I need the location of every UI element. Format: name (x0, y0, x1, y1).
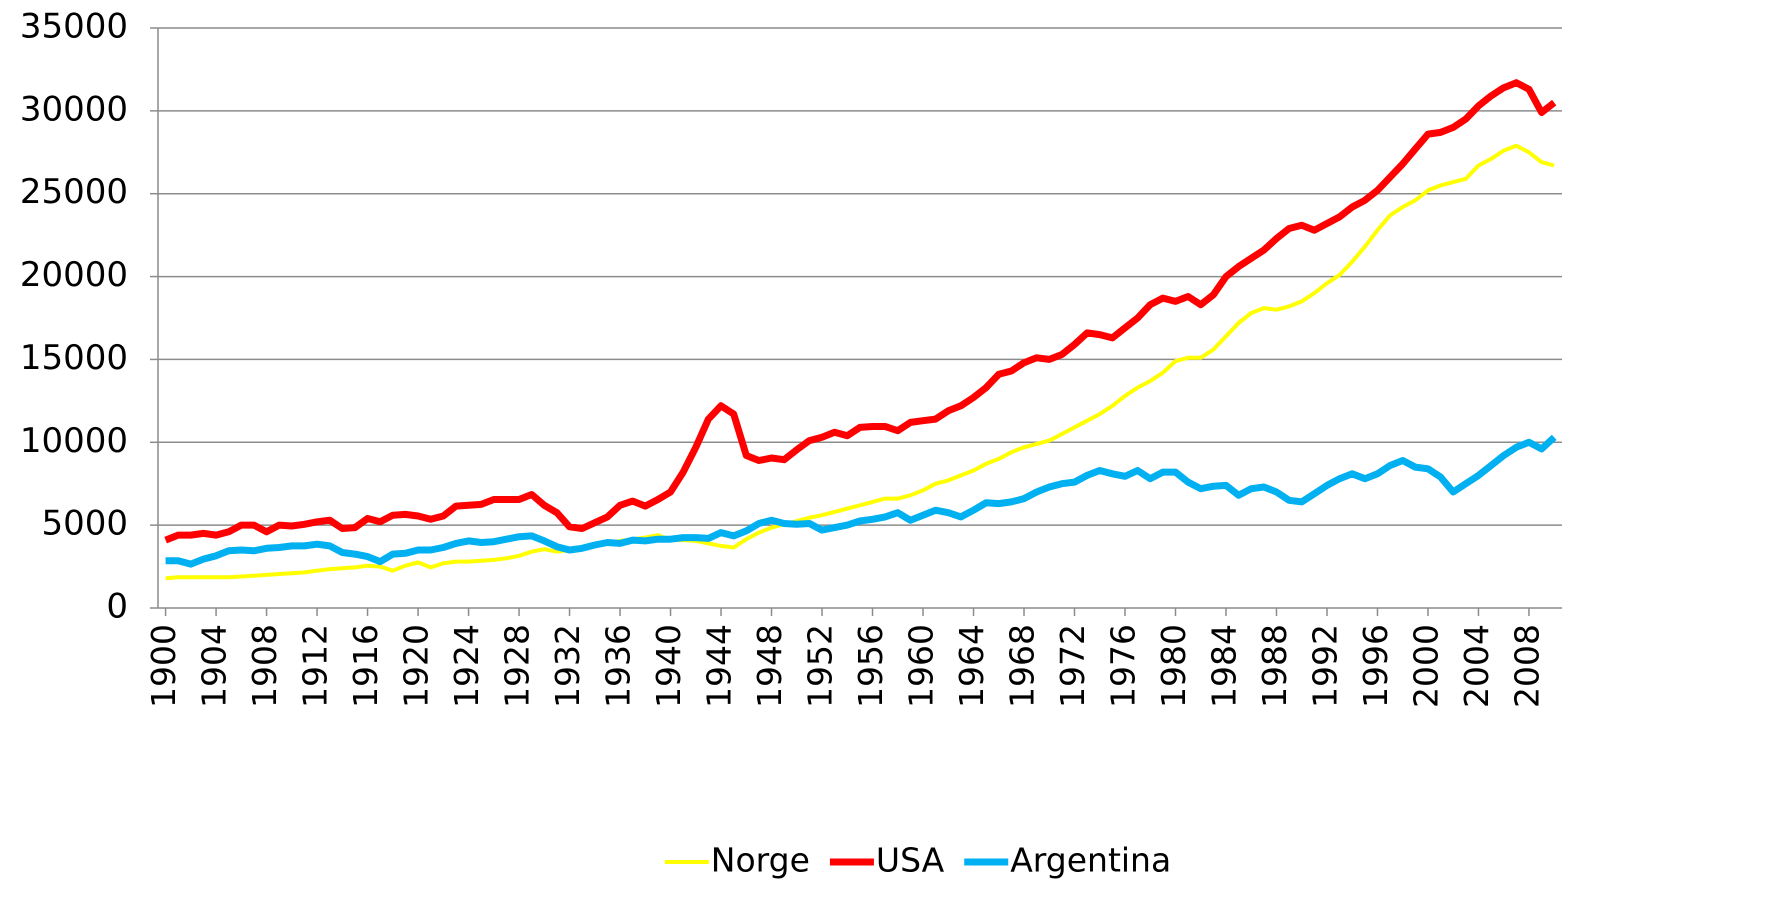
x-tick-label: 1980 (1154, 624, 1193, 708)
x-tick-label: 1992 (1305, 624, 1344, 708)
legend-label: Norge (711, 841, 810, 880)
y-tick-label: 30000 (20, 89, 128, 129)
series-line (164, 79, 1557, 544)
x-tick-label: 1924 (447, 624, 486, 708)
x-tick-label: 1964 (952, 624, 991, 708)
legend-item: Norge (664, 841, 810, 880)
x-tick-label: 1972 (1053, 624, 1092, 708)
x-tick-label: 1940 (649, 624, 688, 708)
x-tick-label: 1912 (296, 624, 335, 708)
legend-label: Argentina (1010, 841, 1171, 880)
x-tick-label: 1988 (1255, 624, 1294, 708)
x-tick-label: 1952 (801, 624, 840, 708)
legend-item: USA (829, 841, 945, 880)
x-tick-label: 1928 (498, 624, 537, 708)
y-tick-label: 15000 (20, 338, 128, 378)
x-tick-label: 2000 (1406, 624, 1445, 708)
x-tick-label: 1908 (245, 624, 284, 708)
x-tick-label: 1984 (1204, 624, 1243, 708)
y-tick-label: 5000 (41, 504, 128, 544)
x-tick-label: 1904 (195, 624, 234, 708)
x-tick-label: 1936 (599, 624, 638, 708)
y-tick-label: 35000 (20, 7, 128, 47)
y-tick-label: 10000 (20, 421, 128, 461)
series-line (165, 143, 1555, 581)
x-tick-label: 1956 (851, 624, 890, 708)
x-tick-label: 2008 (1507, 624, 1546, 708)
x-tick-label: 1968 (1003, 624, 1042, 708)
x-tick-label: 1976 (1103, 624, 1142, 708)
y-tick-label: 25000 (20, 172, 128, 212)
legend-item: Argentina (964, 841, 1171, 880)
series-line (165, 434, 1557, 568)
x-tick-label: 2004 (1457, 624, 1496, 708)
y-tick-label: 0 (106, 587, 128, 627)
x-tick-label: 1960 (902, 624, 941, 708)
x-tick-label: 1948 (750, 624, 789, 708)
y-tick-label: 20000 (20, 255, 128, 295)
x-tick-label: 1920 (397, 624, 436, 708)
legend: Norge USA Argentina (664, 841, 1171, 880)
legend-label: USA (876, 841, 945, 880)
x-tick-label: 1996 (1356, 624, 1395, 708)
x-tick-label: 1944 (700, 624, 739, 708)
x-tick-label: 1932 (548, 624, 587, 708)
x-tick-label: 1916 (346, 624, 385, 708)
x-tick-label: 1900 (144, 624, 183, 708)
